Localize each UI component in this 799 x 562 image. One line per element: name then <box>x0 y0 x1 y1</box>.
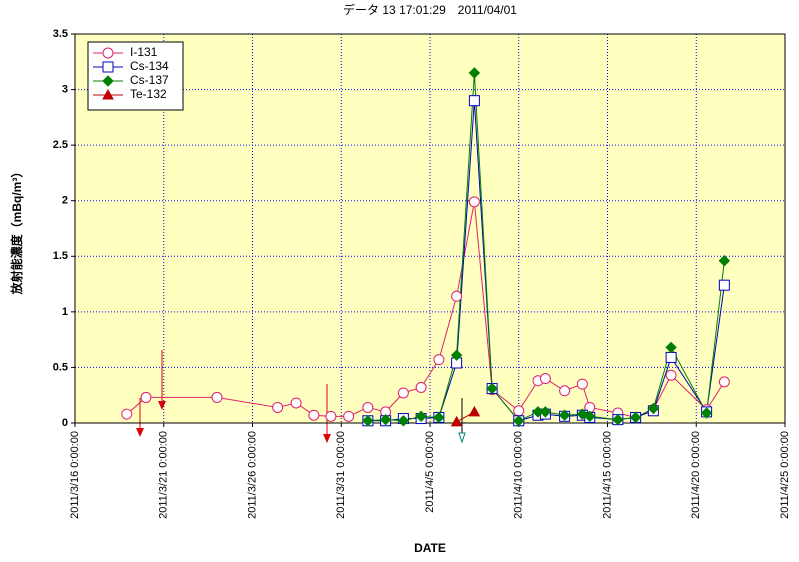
marker <box>629 411 642 424</box>
marker <box>513 405 525 417</box>
marker <box>468 196 480 208</box>
y-tick-label: 0.5 <box>53 361 68 373</box>
x-tick-label: 2011/4/5 0:00:00 <box>424 431 436 513</box>
x-tick-label: 2011/4/15 0:00:00 <box>601 431 613 519</box>
marker <box>532 406 544 418</box>
marker <box>102 61 114 73</box>
marker <box>700 407 713 419</box>
marker <box>433 411 445 424</box>
marker <box>362 415 374 427</box>
marker <box>718 279 730 291</box>
marker <box>665 341 677 354</box>
y-tick-label: 0 <box>62 417 68 429</box>
marker <box>379 413 392 426</box>
y-tick-label: 2.5 <box>53 139 68 151</box>
legend-label: Te-132 <box>130 87 167 101</box>
x-tick-label: 2011/3/21 0:00:00 <box>158 431 170 519</box>
x-tick-label: 2011/4/25 0:00:00 <box>779 431 791 519</box>
legend-label: I-131 <box>130 45 158 59</box>
marker <box>665 351 677 363</box>
marker <box>718 255 731 267</box>
marker <box>612 413 624 426</box>
y-axis-label: 放射能濃度（mBq/m³） <box>9 166 24 296</box>
marker <box>558 409 571 421</box>
marker <box>272 401 284 413</box>
marker <box>433 354 445 366</box>
marker <box>415 381 427 393</box>
x-axis-label: DATE <box>414 541 446 555</box>
marker <box>102 47 114 59</box>
marker <box>211 391 223 403</box>
marker <box>415 410 427 423</box>
plot-frame <box>74 33 786 424</box>
marker <box>102 75 114 87</box>
x-tick-label: 2011/3/16 0:00:00 <box>69 431 81 519</box>
marker <box>576 378 588 390</box>
annotation-arrows <box>136 350 466 444</box>
marker <box>397 387 409 399</box>
marker <box>397 415 410 427</box>
marker <box>121 408 133 420</box>
marker <box>450 415 463 427</box>
y-tick-label: 3.5 <box>53 28 68 40</box>
marker <box>308 409 320 421</box>
x-tick-label: 2011/3/26 0:00:00 <box>246 431 258 519</box>
marker <box>665 369 677 381</box>
marker <box>450 349 463 361</box>
legend-label: Cs-134 <box>130 59 169 73</box>
marker <box>362 401 374 413</box>
y-tick-label: 2 <box>62 195 68 207</box>
marker <box>343 410 355 422</box>
legend-label: Cs-137 <box>130 73 169 87</box>
x-tick-label: 2011/4/10 0:00:00 <box>513 431 525 519</box>
x-tick-label: 2011/4/20 0:00:00 <box>690 431 702 519</box>
marker <box>539 373 551 385</box>
marker <box>513 415 525 427</box>
marker <box>486 382 498 395</box>
marker <box>468 405 481 417</box>
marker <box>584 410 596 423</box>
marker <box>468 95 480 107</box>
marker <box>468 67 481 79</box>
y-tick-label: 1.5 <box>53 250 68 262</box>
marker <box>647 402 660 415</box>
marker <box>451 290 463 302</box>
y-tick-label: 3 <box>62 83 68 95</box>
series-line <box>126 201 725 418</box>
marker <box>325 410 337 422</box>
marker <box>140 391 152 403</box>
y-tick-label: 1 <box>62 306 68 318</box>
chart-title: データ 13 17:01:29 2011/04/01 <box>343 2 517 17</box>
marker <box>539 406 552 418</box>
marker <box>718 376 730 388</box>
marker <box>102 88 114 100</box>
marker <box>559 385 571 397</box>
x-tick-label: 2011/3/31 0:00:00 <box>335 431 347 519</box>
marker <box>576 408 589 420</box>
marker <box>290 397 302 409</box>
